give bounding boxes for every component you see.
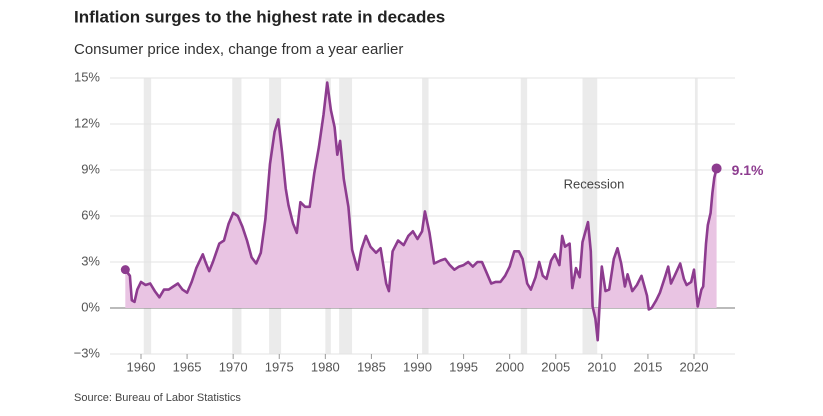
x-tick-label: 1995: [449, 359, 478, 374]
end-dot: [711, 163, 722, 174]
x-tick-label: 2020: [680, 359, 709, 374]
x-tick-label: 1970: [219, 359, 248, 374]
x-tick-label: 1990: [403, 359, 432, 374]
area: [125, 82, 717, 341]
x-tick-label: 1960: [127, 359, 156, 374]
y-tick-label: 6%: [81, 207, 100, 222]
end-label: 9.1%: [732, 162, 764, 178]
annotation: Recession: [564, 176, 625, 191]
source: Source: Bureau of Labor Statistics: [74, 392, 241, 404]
x-tick-label: 2005: [541, 359, 570, 374]
x-tick-label: 2010: [587, 359, 616, 374]
chart-subtitle: Consumer price index, change from a year…: [74, 41, 403, 58]
y-tick-label: 0%: [81, 299, 100, 314]
x-tick-label: 1965: [173, 359, 202, 374]
chart-title: Inflation surges to the highest rate in …: [74, 7, 445, 26]
y-tick-label: 3%: [81, 253, 100, 268]
y-tick-label: 9%: [81, 161, 100, 176]
x-tick-label: 1975: [265, 359, 294, 374]
start-dot: [120, 265, 130, 275]
x-tick-label: 1980: [311, 359, 340, 374]
y-tick-label: 12%: [74, 115, 100, 130]
x-tick-label: 2000: [495, 359, 524, 374]
y-tick-label: 15%: [74, 69, 100, 84]
x-tick-label: 1985: [357, 359, 386, 374]
y-tick-label: −3%: [74, 345, 101, 360]
line: [124, 81, 718, 342]
x-tick-label: 2015: [633, 359, 662, 374]
